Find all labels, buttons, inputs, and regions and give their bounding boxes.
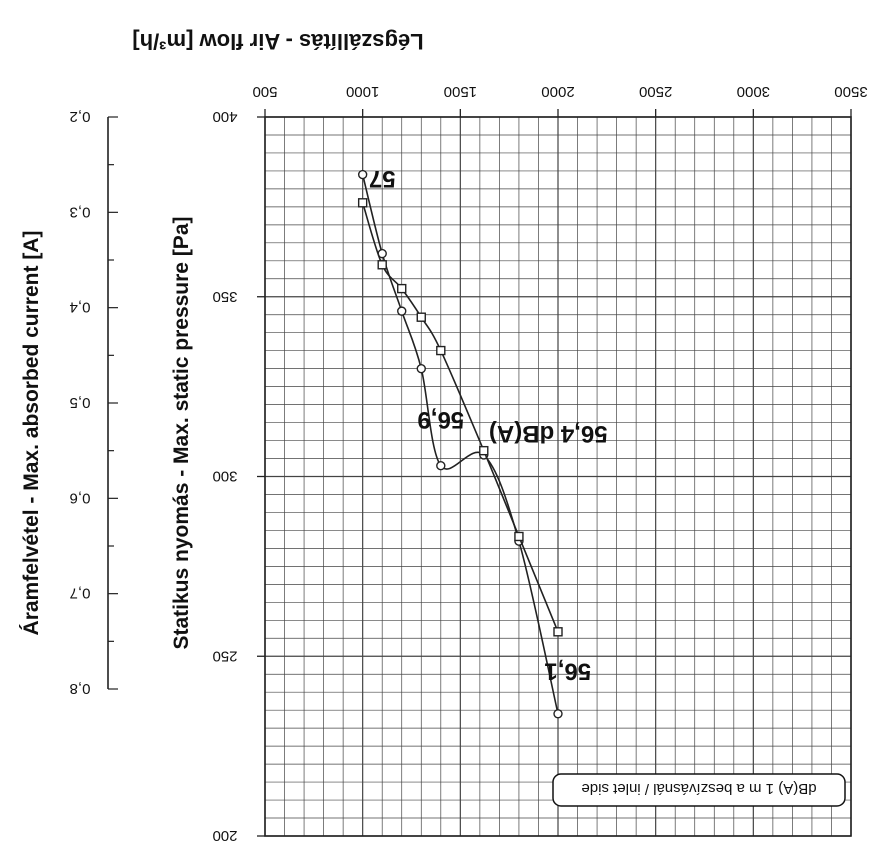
- series-point-current: [416, 312, 426, 322]
- x-tick-label: 1500: [444, 83, 477, 100]
- current-tick-label: 0,5: [70, 394, 91, 411]
- legend-note: dB(A) 1 m a beszívásnál / inlet side: [581, 780, 816, 797]
- x-tick-label: 3500: [834, 83, 867, 100]
- current-tick-label: 0,7: [70, 585, 91, 602]
- grid: [264, 116, 852, 837]
- series-point-current: [553, 627, 563, 637]
- series-point-pressure: [553, 709, 563, 719]
- axes: 500 1000 1500 2000 2500 3000 3500 200 250 300 350 4…: [70, 83, 868, 844]
- annotation-label: 56,9: [417, 406, 464, 433]
- series-point-current: [436, 345, 446, 356]
- series-point-current: [514, 531, 524, 542]
- x-tick-label: 500: [252, 83, 277, 100]
- annotation-label: 57: [369, 165, 396, 192]
- x-tick-label: 3000: [737, 83, 770, 100]
- current-tick-label: 0,4: [70, 299, 91, 316]
- pressure-tick-label: 200: [212, 827, 237, 844]
- legend-frame: [552, 773, 846, 807]
- pressure-tick-label: 400: [212, 108, 237, 125]
- current-tick-label: 0,2: [70, 108, 91, 125]
- current-tick-label: 0,8: [70, 680, 91, 697]
- annotations: 57 56,9 56,4 dB(A) 56,1: [369, 165, 608, 685]
- series-point-current: [479, 445, 489, 456]
- current-axis-label: Áramfelvétel - Max. absorbed current [A]: [20, 231, 43, 636]
- annotation-label: 56,1: [544, 657, 591, 684]
- x-tick-label: 2500: [639, 83, 672, 100]
- current-tick-label: 0,3: [70, 203, 91, 220]
- x-tick-label: 2000: [541, 83, 574, 100]
- pressure-tick-label: 350: [212, 288, 237, 305]
- annotation-label: 56,4 dB(A): [489, 420, 608, 447]
- pressure-axis-label: Statikus nyomás - Max. static pressure […: [170, 217, 193, 650]
- series-point-current: [397, 283, 407, 294]
- x-tick-label: 1000: [346, 83, 379, 100]
- series-point-current: [357, 198, 368, 208]
- series-point-pressure: [357, 169, 368, 180]
- series: [357, 169, 563, 719]
- series-point-current: [377, 260, 387, 270]
- series-point-pressure: [416, 363, 426, 374]
- pressure-tick-label: 250: [212, 647, 237, 664]
- current-tick-label: 0,6: [70, 489, 91, 506]
- pressure-tick-label: 300: [212, 468, 237, 485]
- chart-title: Légszállítás - Air flow [m³/h]: [132, 29, 423, 54]
- legend-box: dB(A) 1 m a beszívásnál / inlet side: [552, 773, 846, 807]
- series-point-pressure: [436, 461, 446, 471]
- series-point-pressure: [397, 306, 407, 316]
